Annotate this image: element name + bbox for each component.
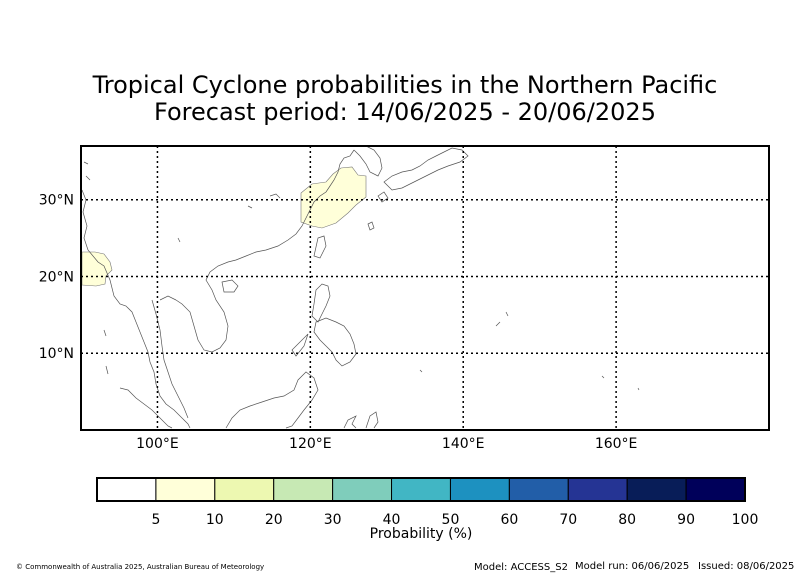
- lon-tick-label: 100°E: [136, 436, 179, 452]
- map-frame: [80, 145, 770, 431]
- colorbar-tick-label: 100: [732, 512, 759, 528]
- lon-tick-label: 160°E: [595, 436, 638, 452]
- colorbar: [96, 477, 746, 502]
- colorbar-swatch: [567, 477, 628, 502]
- probability-area-myanmar: [81, 251, 113, 287]
- issued-date: Issued: 08/06/2025: [698, 561, 795, 572]
- colorbar-tick-labels: 5 10 20 30 40 50 60 70 80 90 100: [151, 512, 758, 528]
- colorbar-tick-label: 80: [618, 512, 636, 528]
- colorbar-tick-label: 40: [383, 512, 401, 528]
- colorbar-frame: [96, 477, 746, 502]
- lon-tick-label: 120°E: [289, 436, 332, 452]
- colorbar-swatch: [685, 477, 746, 502]
- colorbar-swatch: [273, 477, 334, 502]
- lon-tick-labels: 100°E 120°E 140°E 160°E: [136, 436, 637, 452]
- colorbar-swatch: [391, 477, 451, 502]
- colorbar-label: Probability (%): [370, 526, 473, 542]
- model-name: Model: ACCESS_S2: [474, 562, 568, 573]
- colorbar-tick-label: 90: [677, 512, 695, 528]
- colorbar-swatch: [626, 477, 687, 502]
- map-title-line2: Forecast period: 14/06/2025 - 20/06/2025: [154, 98, 656, 126]
- colorbar-swatch: [155, 477, 216, 502]
- colorbar-tick-label: 30: [324, 512, 342, 528]
- lat-tick-labels: 10°N 20°N 30°N: [39, 193, 74, 363]
- colorbar-tick-label: 70: [559, 512, 577, 528]
- lat-tick-label: 20°N: [39, 269, 74, 285]
- colorbar-tick-label: 5: [151, 512, 160, 528]
- coastlines: [81, 145, 640, 429]
- model-run-date: Model run: 06/06/2025: [575, 561, 690, 572]
- lat-tick-label: 30°N: [39, 193, 74, 209]
- colorbar-swatch: [214, 477, 275, 502]
- colorbar-swatch: [508, 477, 569, 502]
- colorbar-tick-label: 10: [206, 512, 224, 528]
- colorbar-tick-label: 50: [442, 512, 460, 528]
- colorbar-tick-label: 60: [500, 512, 518, 528]
- map-title-line1: Tropical Cyclone probabilities in the No…: [92, 71, 718, 99]
- colorbar-swatch: [96, 477, 157, 502]
- lon-tick-label: 140°E: [442, 436, 485, 452]
- colorbar-tick-label: 20: [265, 512, 283, 528]
- copyright-text: © Commonwealth of Australia 2025, Austra…: [16, 563, 265, 571]
- colorbar-swatch: [332, 477, 393, 502]
- graticule: [81, 146, 769, 430]
- probability-area-east-china-sea: [300, 166, 367, 229]
- colorbar-swatch: [449, 477, 510, 502]
- lat-tick-label: 10°N: [39, 346, 74, 362]
